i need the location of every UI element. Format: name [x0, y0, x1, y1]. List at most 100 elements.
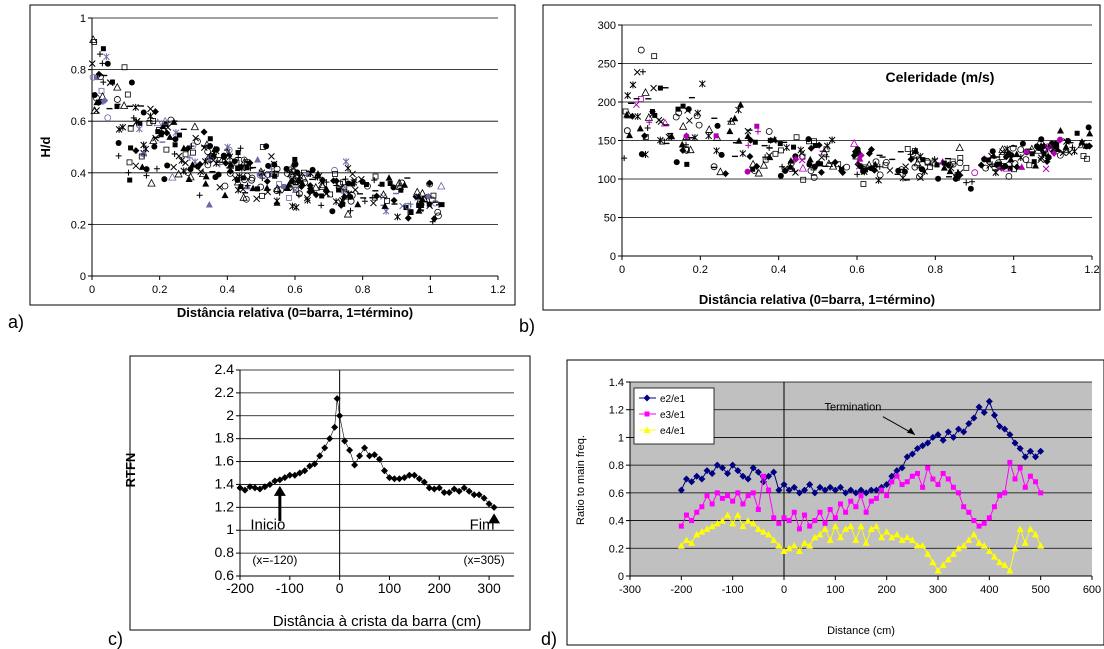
data-point	[296, 469, 304, 477]
data-point	[860, 168, 868, 176]
data-point	[400, 474, 408, 482]
x-tick-label: 0.2	[693, 264, 708, 276]
data-point	[297, 182, 305, 190]
data-point	[1037, 447, 1045, 455]
data-point	[786, 163, 794, 170]
data-point	[708, 522, 716, 530]
data-point	[185, 175, 193, 182]
x-tick-label: 300	[929, 584, 947, 596]
data-point	[693, 112, 701, 120]
data-point	[1001, 561, 1009, 568]
data-point	[811, 489, 819, 497]
data-point	[989, 148, 996, 155]
data-point	[633, 68, 641, 76]
data-point	[878, 533, 886, 541]
data-point	[924, 439, 932, 447]
data-point	[273, 187, 281, 194]
data-point	[188, 143, 195, 150]
data-point	[904, 145, 911, 152]
data-point	[798, 163, 808, 172]
data-point	[684, 161, 690, 167]
legend-label: e4/e1	[660, 426, 685, 437]
data-point	[1053, 142, 1060, 149]
data-point	[326, 435, 334, 443]
data-point	[961, 504, 967, 510]
data-point	[823, 142, 831, 150]
data-point	[198, 169, 208, 178]
data-point	[898, 536, 906, 543]
data-point	[703, 467, 711, 475]
x-tick-label: 0.6	[287, 284, 302, 296]
data-point	[967, 185, 974, 192]
data-point	[351, 186, 359, 194]
data-point	[281, 474, 289, 482]
data-point	[864, 160, 874, 169]
data-point	[912, 148, 918, 154]
data-point	[975, 403, 983, 411]
chart-annotation: Celeridade (m/s)	[886, 69, 995, 85]
data-point	[202, 180, 210, 187]
data-point	[158, 129, 165, 136]
data-point	[323, 179, 330, 186]
data-point	[426, 201, 432, 207]
data-point	[876, 171, 884, 179]
data-point	[828, 136, 836, 144]
data-point	[1037, 144, 1045, 152]
data-point	[405, 471, 413, 479]
data-point	[956, 159, 964, 167]
data-point	[128, 79, 135, 86]
data-point	[205, 201, 213, 208]
data-point	[1038, 490, 1044, 496]
data-point	[899, 482, 905, 488]
data-point	[299, 173, 308, 182]
data-point	[873, 495, 879, 501]
data-point	[293, 172, 300, 179]
data-point	[344, 164, 352, 172]
data-point	[204, 161, 212, 169]
data-point	[737, 101, 745, 108]
data-point	[1045, 154, 1052, 161]
data-point	[384, 197, 390, 204]
data-point	[272, 170, 279, 177]
data-point	[779, 163, 786, 170]
data-point	[816, 483, 824, 491]
y-tick-label: 1	[618, 432, 624, 444]
annotation-arrowhead	[488, 513, 501, 524]
data-point	[787, 157, 795, 164]
y-axis-label: Ratio to main freq.	[575, 435, 587, 525]
panel-letter: c)	[108, 629, 123, 649]
data-point	[767, 137, 773, 143]
data-point	[135, 125, 143, 133]
data-point	[1026, 525, 1034, 532]
data-point	[1001, 425, 1009, 433]
data-point	[291, 471, 299, 479]
data-point	[265, 171, 273, 179]
data-point	[917, 174, 924, 182]
data-point	[847, 522, 855, 530]
data-point	[240, 157, 249, 166]
data-point	[1032, 530, 1040, 538]
data-point	[1086, 129, 1094, 137]
data-point	[641, 88, 650, 96]
data-point	[822, 520, 828, 526]
data-point	[425, 484, 433, 492]
data-point	[182, 151, 189, 158]
data-point	[708, 469, 716, 477]
data-point	[678, 121, 688, 130]
data-point	[1005, 172, 1013, 180]
data-point	[785, 544, 793, 552]
data-point	[693, 530, 701, 538]
data-point	[735, 137, 743, 144]
data-point	[862, 167, 868, 173]
data-point	[927, 163, 934, 170]
data-point	[691, 134, 699, 142]
data-point	[263, 177, 271, 185]
y-tick-label: 2.2	[215, 384, 235, 400]
data-point	[981, 520, 987, 526]
data-point	[693, 472, 701, 480]
data-point	[220, 152, 227, 159]
data-point	[995, 159, 1002, 167]
data-point	[175, 152, 183, 160]
data-point	[273, 197, 281, 205]
data-point	[944, 555, 952, 563]
